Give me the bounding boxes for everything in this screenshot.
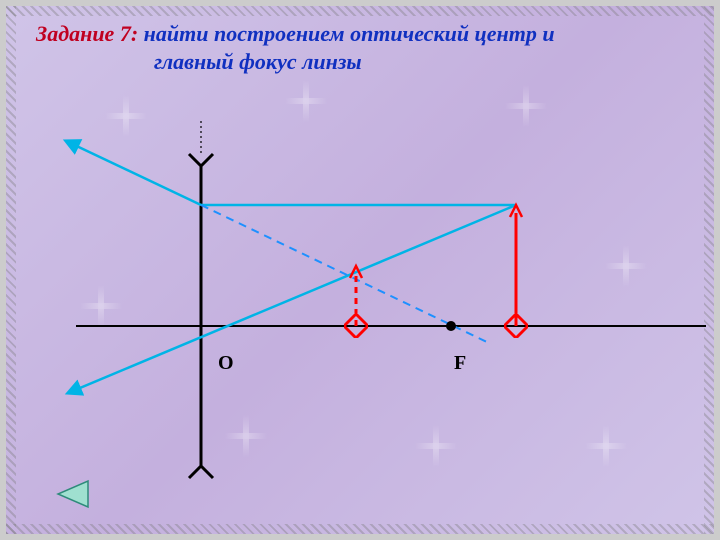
focus-label: F xyxy=(454,352,466,375)
origin-label: O xyxy=(218,352,234,375)
focus-point xyxy=(446,321,456,331)
optics-diagram xyxy=(6,6,714,534)
ray-through-center xyxy=(68,205,516,393)
triangle-left-icon xyxy=(54,479,90,509)
slide-frame: Задание 7: найти построением оптический … xyxy=(0,0,720,540)
diverging-lens xyxy=(189,154,213,478)
prev-slide-button[interactable] xyxy=(54,479,90,509)
ray-refracted-diverging xyxy=(66,141,201,205)
